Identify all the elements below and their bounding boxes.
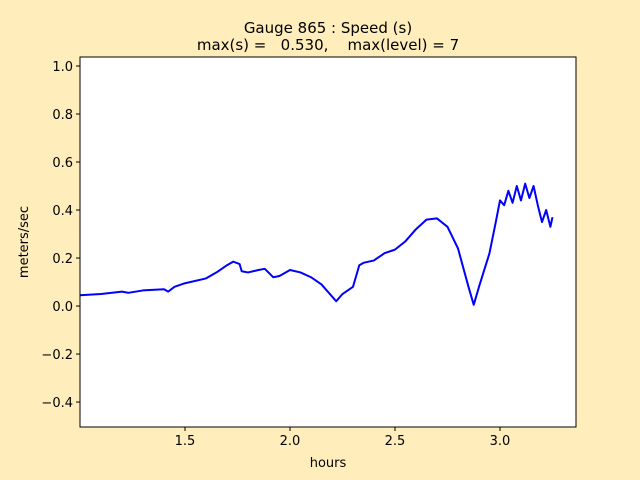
y-axis-label: meters/sec — [17, 206, 32, 278]
chart-subtitle: max(s) = 0.530, max(level) = 7 — [197, 36, 459, 54]
y-tick-label: 0.2 — [52, 252, 73, 267]
axes-frame — [79, 56, 577, 428]
y-tick-label: 0.6 — [52, 156, 73, 171]
y-tick-label: −0.4 — [41, 396, 73, 411]
x-tick-label: 2.0 — [280, 434, 301, 449]
y-tick-label: 0.8 — [52, 108, 73, 123]
plot-area — [80, 57, 576, 427]
data-line — [79, 182, 554, 306]
x-tick-label: 1.5 — [175, 434, 196, 449]
y-tick-label: −0.2 — [41, 348, 73, 363]
y-tick-label: 1.0 — [52, 60, 73, 75]
x-tick-label: 2.5 — [385, 434, 406, 449]
x-tick-label: 3.0 — [490, 434, 511, 449]
y-tick-label: 0.4 — [52, 204, 73, 219]
chart-title: Gauge 865 : Speed (s) — [244, 19, 412, 37]
x-axis-label: hours — [310, 456, 347, 471]
y-tick-label: 0.0 — [52, 300, 73, 315]
